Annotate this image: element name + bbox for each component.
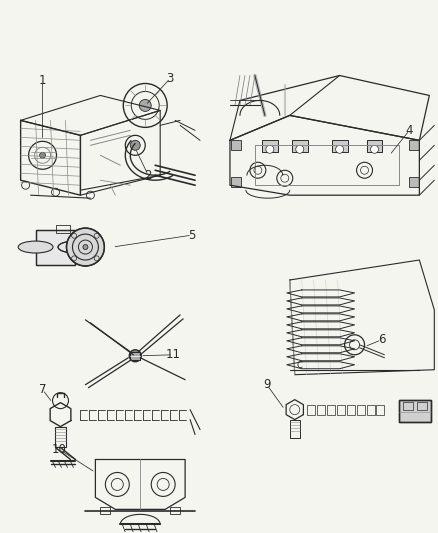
Bar	[367, 405, 374, 415]
Circle shape	[39, 152, 46, 158]
Bar	[290, 419, 300, 438]
Bar	[399, 400, 431, 422]
Text: 9: 9	[263, 378, 271, 391]
Circle shape	[336, 146, 343, 154]
Bar	[317, 405, 325, 415]
Bar	[170, 507, 180, 514]
Circle shape	[129, 350, 141, 362]
Bar	[417, 402, 427, 410]
Bar	[332, 140, 348, 152]
Bar	[327, 405, 335, 415]
Text: 10: 10	[52, 443, 67, 456]
Bar	[367, 140, 382, 152]
Bar	[403, 402, 413, 410]
Bar	[262, 140, 278, 152]
Circle shape	[296, 146, 304, 154]
Text: 11: 11	[166, 348, 180, 361]
Text: 6: 6	[378, 333, 385, 346]
Bar	[56, 225, 71, 233]
Circle shape	[130, 140, 140, 150]
Bar	[410, 140, 419, 150]
Ellipse shape	[18, 241, 53, 253]
Bar	[399, 400, 431, 422]
Bar	[357, 405, 364, 415]
Bar	[35, 230, 75, 265]
Text: 5: 5	[188, 229, 196, 241]
Bar	[346, 405, 355, 415]
Bar	[54, 426, 67, 447]
Bar	[231, 177, 241, 187]
Bar	[307, 405, 314, 415]
Bar	[130, 352, 140, 360]
Ellipse shape	[58, 241, 93, 253]
Circle shape	[132, 353, 138, 359]
Bar	[231, 140, 241, 150]
Circle shape	[139, 100, 151, 111]
Ellipse shape	[67, 228, 104, 266]
Circle shape	[266, 146, 274, 154]
Bar	[337, 405, 345, 415]
Text: 3: 3	[166, 72, 174, 85]
Text: C: C	[297, 361, 303, 370]
Text: 4: 4	[406, 124, 413, 137]
Bar	[377, 405, 385, 415]
Circle shape	[371, 146, 378, 154]
Text: 2: 2	[145, 169, 152, 182]
Bar	[410, 177, 419, 187]
Bar	[292, 140, 308, 152]
Text: 1: 1	[39, 74, 46, 87]
Ellipse shape	[83, 245, 88, 249]
Bar	[130, 352, 140, 360]
Bar	[35, 230, 75, 265]
Text: 7: 7	[39, 383, 46, 396]
Bar	[100, 507, 110, 514]
